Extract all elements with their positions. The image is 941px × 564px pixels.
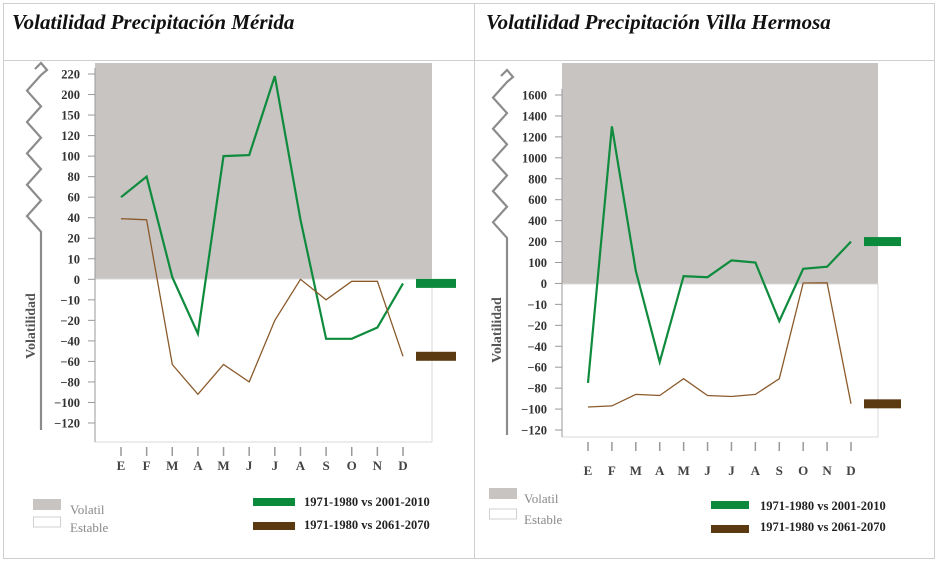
y-tick-label: 1200 — [522, 130, 547, 144]
y-tick-label: 100 — [61, 150, 80, 164]
y-tick-label: 400 — [528, 214, 547, 228]
x-tick-label: S — [322, 458, 329, 473]
x-tick-label: M — [630, 463, 642, 478]
figure-frame — [3, 3, 935, 559]
volatile-region — [95, 63, 432, 279]
y-tick-label: −40 — [527, 340, 547, 354]
series-line-2001-2010 — [120, 75, 404, 340]
header-divider — [3, 60, 935, 61]
y-tick-label: −100 — [521, 403, 547, 417]
x-tick-label: J — [246, 458, 253, 473]
end-marker-2061-2070 — [416, 351, 456, 361]
y-tick-label: 150 — [61, 109, 80, 123]
y-tick-label: 0 — [74, 273, 80, 287]
x-tick-label: J — [272, 458, 279, 473]
x-tick-label: N — [822, 463, 832, 478]
legend-label-2001-2010: 1971-1980 vs 2001-2010 — [304, 495, 430, 509]
chart-title-villa-hermosa: Volatilidad Precipitación Villa Hermosa — [486, 10, 831, 34]
x-tick-label: M — [166, 458, 178, 473]
y-tick-label: 220 — [61, 68, 80, 82]
chart-title-merida: Volatilidad Precipitación Mérida — [12, 10, 295, 34]
x-tick-label: J — [728, 463, 735, 478]
y-tick-label: 600 — [528, 193, 547, 207]
x-tick-label: F — [143, 458, 151, 473]
end-marker-2001-2010 — [864, 237, 901, 247]
y-tick-label: 800 — [528, 172, 547, 186]
y-axis-label: Volatilidad — [24, 293, 39, 359]
y-axis-label: Volatilidad — [490, 297, 505, 363]
y-tick-label: −120 — [521, 424, 547, 438]
legend-swatch-estable — [33, 516, 61, 528]
x-tick-label: A — [296, 458, 306, 473]
x-tick-label: A — [655, 463, 665, 478]
y-tick-label: 20 — [68, 232, 81, 246]
legend-label-volatil: Volatil — [70, 502, 105, 517]
y-tick-label: 10 — [68, 252, 81, 266]
legend-swatch-volatil — [489, 488, 517, 499]
x-tick-label: M — [677, 463, 689, 478]
legend-label-estable: Estable — [524, 512, 562, 527]
legend-swatch-volatil — [33, 499, 61, 510]
y-tick-label: 0 — [541, 277, 547, 291]
x-tick-label: S — [776, 463, 783, 478]
x-tick-label: F — [608, 463, 616, 478]
x-tick-label: J — [704, 463, 711, 478]
x-tick-label: A — [751, 463, 761, 478]
y-tick-label: 120 — [61, 129, 80, 143]
end-marker-2061-2070 — [864, 399, 901, 409]
panel-divider — [474, 3, 475, 559]
x-tick-label: A — [193, 458, 203, 473]
x-tick-label: O — [347, 458, 357, 473]
y-tick-label: −80 — [60, 375, 80, 389]
legend-swatch-2061-2070 — [253, 522, 295, 530]
legend-swatch-estable — [489, 508, 517, 520]
y-tick-label: 80 — [68, 170, 81, 184]
legend-label-2061-2070: 1971-1980 vs 2061-2070 — [304, 518, 430, 532]
y-tick-label: 1400 — [522, 109, 547, 123]
y-tick-label: −20 — [527, 319, 547, 333]
y-tick-label: 60 — [68, 191, 81, 205]
y-tick-label: 1600 — [522, 89, 547, 103]
chart-villa-hermosa: 16001400120010008006004002001000−10−20−4… — [489, 63, 901, 534]
x-tick-label: M — [217, 458, 229, 473]
x-tick-label: E — [117, 458, 126, 473]
y-tick-label: −60 — [527, 361, 547, 375]
legend-label-2061-2070: 1971-1980 vs 2061-2070 — [760, 520, 886, 534]
end-marker-2001-2010 — [416, 278, 456, 288]
y-tick-label: −60 — [60, 355, 80, 369]
x-tick-label: N — [373, 458, 383, 473]
legend-swatch-2001-2010 — [253, 498, 295, 506]
x-tick-label: O — [798, 463, 808, 478]
legend-swatch-2061-2070 — [711, 525, 749, 533]
y-tick-label: −10 — [527, 298, 547, 312]
y-tick-label: 40 — [68, 211, 81, 225]
series-line-2061-2070 — [587, 282, 852, 408]
legend-label-2001-2010: 1971-1980 vs 2001-2010 — [760, 499, 886, 513]
volatile-region — [562, 63, 878, 284]
y-tick-label: −80 — [527, 382, 547, 396]
y-tick-label: −40 — [60, 334, 80, 348]
y-axis-zigzag — [25, 61, 49, 430]
chart-merida: 22020015012010080604020100−10−20−40−60−8… — [24, 61, 456, 535]
y-tick-label: 200 — [528, 235, 547, 249]
x-tick-label: E — [584, 463, 593, 478]
series-line-2061-2070 — [120, 218, 404, 396]
y-tick-label: 100 — [528, 256, 547, 270]
y-tick-label: −20 — [60, 314, 80, 328]
legend-swatch-2001-2010 — [711, 501, 749, 509]
x-tick-label: D — [398, 458, 407, 473]
series-line-2001-2010 — [586, 126, 852, 384]
y-tick-label: 200 — [61, 88, 80, 102]
y-tick-label: −10 — [60, 293, 80, 307]
y-tick-label: −100 — [54, 396, 80, 410]
y-tick-label: 1000 — [522, 151, 547, 165]
y-axis-zigzag — [491, 68, 515, 435]
legend-label-volatil: Volatil — [524, 491, 559, 506]
y-tick-label: −120 — [54, 417, 80, 431]
x-tick-label: D — [846, 463, 855, 478]
legend-label-estable: Estable — [70, 520, 108, 535]
